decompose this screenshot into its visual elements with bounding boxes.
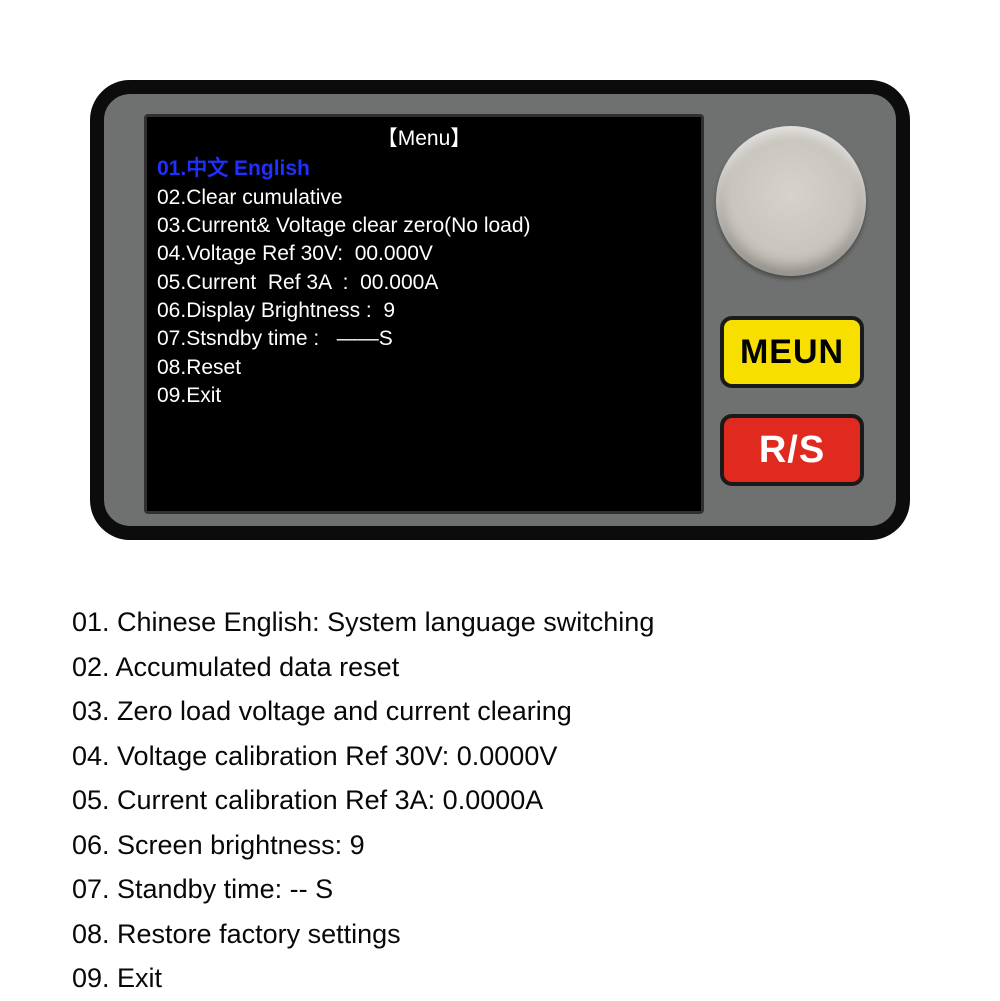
legend-line-04: 04. Voltage calibration Ref 30V: 0.0000V xyxy=(72,734,932,779)
menu-button-label: MEUN xyxy=(740,333,844,372)
device-panel: 【Menu】 01.中文 English 02.Clear cumulative… xyxy=(90,80,910,540)
legend-line-08: 08. Restore factory settings xyxy=(72,912,932,957)
rotary-knob[interactable] xyxy=(716,126,866,276)
menu-item-01-language[interactable]: 01.中文 English xyxy=(157,155,691,183)
menu-item-05-current-ref[interactable]: 05.Current Ref 3A : 00.000A xyxy=(157,269,691,297)
legend-line-02: 02. Accumulated data reset xyxy=(72,645,932,690)
run-stop-button[interactable]: R/S xyxy=(720,414,864,486)
menu-item-07-standby[interactable]: 07.Stsndby time : ——S xyxy=(157,325,691,353)
legend-line-01: 01. Chinese English: System language swi… xyxy=(72,600,932,645)
legend-line-06: 06. Screen brightness: 9 xyxy=(72,823,932,868)
lcd-screen: 【Menu】 01.中文 English 02.Clear cumulative… xyxy=(144,114,704,514)
menu-item-08-reset[interactable]: 08.Reset xyxy=(157,354,691,382)
legend-line-05: 05. Current calibration Ref 3A: 0.0000A xyxy=(72,778,932,823)
legend-line-09: 09. Exit xyxy=(72,956,932,1001)
menu-item-03-clear-zero[interactable]: 03.Current& Voltage clear zero(No load) xyxy=(157,212,691,240)
menu-item-06-brightness[interactable]: 06.Display Brightness : 9 xyxy=(157,297,691,325)
menu-item-02-clear-cumulative[interactable]: 02.Clear cumulative xyxy=(157,184,691,212)
menu-item-04-voltage-ref[interactable]: 04.Voltage Ref 30V: 00.000V xyxy=(157,240,691,268)
legend-line-07: 07. Standby time: -- S xyxy=(72,867,932,912)
run-stop-button-label: R/S xyxy=(759,429,825,472)
legend-line-03: 03. Zero load voltage and current cleari… xyxy=(72,689,932,734)
menu-title: 【Menu】 xyxy=(157,125,691,153)
menu-item-09-exit[interactable]: 09.Exit xyxy=(157,382,691,410)
legend-list: 01. Chinese English: System language swi… xyxy=(72,600,932,1001)
menu-button[interactable]: MEUN xyxy=(720,316,864,388)
